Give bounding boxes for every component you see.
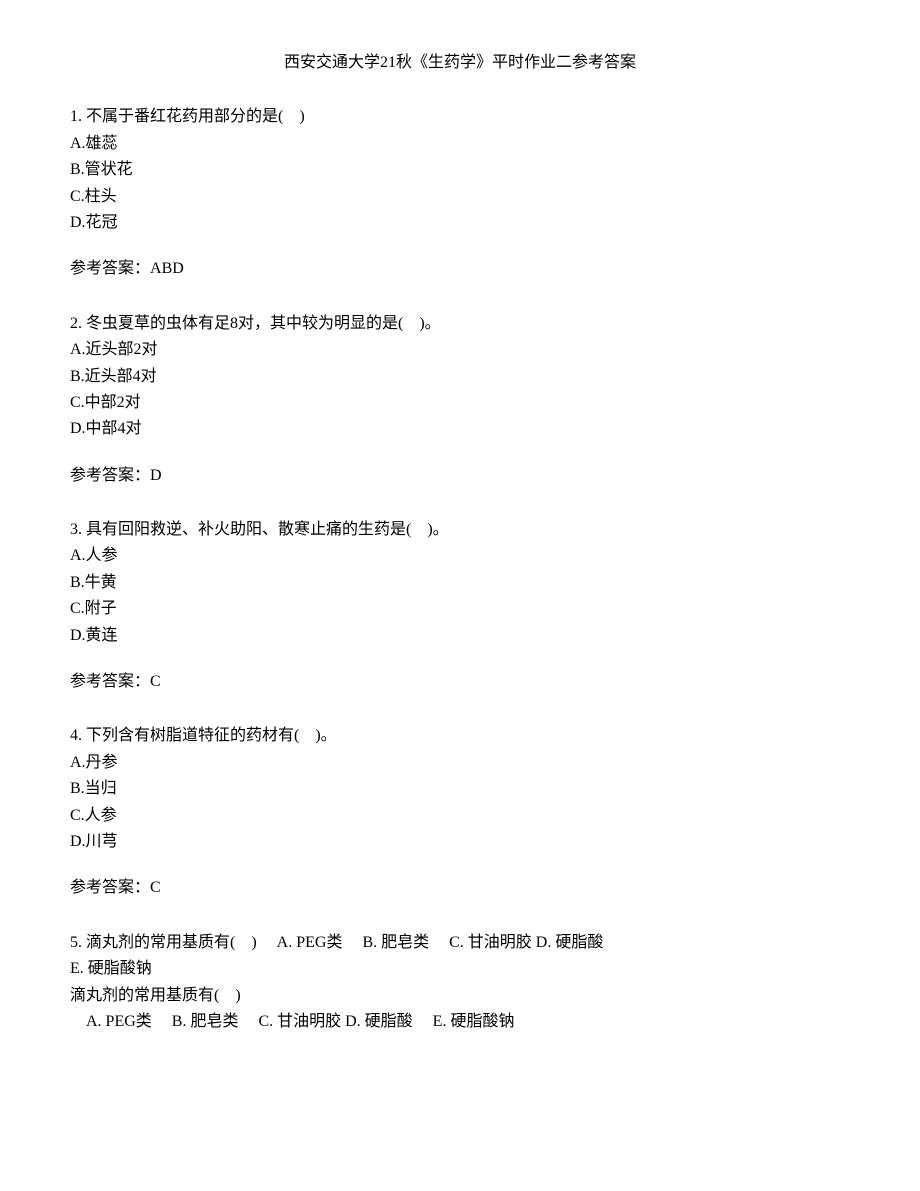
answer-line: 参考答案：D bbox=[70, 463, 850, 489]
question-4: 4. 下列含有树脂道特征的药材有( )。 A.丹参 B.当归 C.人参 D.川芎… bbox=[70, 723, 850, 901]
question-number: 3. bbox=[70, 521, 82, 538]
question-number: 2. bbox=[70, 315, 82, 332]
option-c: C.中部2对 bbox=[70, 390, 850, 416]
answer-label: 参考答案： bbox=[70, 879, 150, 896]
option-b: B.近头部4对 bbox=[70, 364, 850, 390]
answer-value: ABD bbox=[150, 260, 184, 277]
page-title: 西安交通大学21秋《生药学》平时作业二参考答案 bbox=[70, 50, 850, 76]
q5-line4: A. PEG类 B. 肥皂类 C. 甘油明胶 D. 硬脂酸 E. 硬脂酸钠 bbox=[70, 1009, 850, 1035]
option-c: C.人参 bbox=[70, 803, 850, 829]
q5-line3: 滴丸剂的常用基质有( ) bbox=[70, 983, 850, 1009]
option-a: A.近头部2对 bbox=[70, 337, 850, 363]
question-text: 4. 下列含有树脂道特征的药材有( )。 bbox=[70, 723, 850, 749]
answer-line: 参考答案：ABD bbox=[70, 256, 850, 282]
question-text: 1. 不属于番红花药用部分的是( ) bbox=[70, 104, 850, 130]
q5-line1: 5. 滴丸剂的常用基质有( ) A. PEG类 B. 肥皂类 C. 甘油明胶 D… bbox=[70, 930, 850, 956]
question-stem: 不属于番红花药用部分的是( ) bbox=[86, 108, 305, 125]
answer-line: 参考答案：C bbox=[70, 669, 850, 695]
question-stem: 具有回阳救逆、补火助阳、散寒止痛的生药是( )。 bbox=[86, 521, 449, 538]
answer-label: 参考答案： bbox=[70, 260, 150, 277]
option-d: D.黄连 bbox=[70, 623, 850, 649]
option-b: B.牛黄 bbox=[70, 570, 850, 596]
answer-line: 参考答案：C bbox=[70, 875, 850, 901]
option-c: C.柱头 bbox=[70, 184, 850, 210]
question-stem: 冬虫夏草的虫体有足8对，其中较为明显的是( )。 bbox=[86, 315, 441, 332]
option-d: D.中部4对 bbox=[70, 416, 850, 442]
option-a: A.雄蕊 bbox=[70, 131, 850, 157]
answer-value: C bbox=[150, 879, 161, 896]
question-number: 1. bbox=[70, 108, 82, 125]
answer-label: 参考答案： bbox=[70, 467, 150, 484]
question-1: 1. 不属于番红花药用部分的是( ) A.雄蕊 B.管状花 C.柱头 D.花冠 … bbox=[70, 104, 850, 282]
question-3: 3. 具有回阳救逆、补火助阳、散寒止痛的生药是( )。 A.人参 B.牛黄 C.… bbox=[70, 517, 850, 695]
question-5: 5. 滴丸剂的常用基质有( ) A. PEG类 B. 肥皂类 C. 甘油明胶 D… bbox=[70, 930, 850, 1036]
option-d: D.花冠 bbox=[70, 210, 850, 236]
question-number: 4. bbox=[70, 727, 82, 744]
option-b: B.管状花 bbox=[70, 157, 850, 183]
answer-value: D bbox=[150, 467, 162, 484]
option-a: A.人参 bbox=[70, 543, 850, 569]
answer-label: 参考答案： bbox=[70, 673, 150, 690]
option-c: C.附子 bbox=[70, 596, 850, 622]
option-a: A.丹参 bbox=[70, 750, 850, 776]
question-2: 2. 冬虫夏草的虫体有足8对，其中较为明显的是( )。 A.近头部2对 B.近头… bbox=[70, 311, 850, 489]
q5-line2: E. 硬脂酸钠 bbox=[70, 956, 850, 982]
question-text: 2. 冬虫夏草的虫体有足8对，其中较为明显的是( )。 bbox=[70, 311, 850, 337]
question-stem: 下列含有树脂道特征的药材有( )。 bbox=[86, 727, 337, 744]
answer-value: C bbox=[150, 673, 161, 690]
question-text: 3. 具有回阳救逆、补火助阳、散寒止痛的生药是( )。 bbox=[70, 517, 850, 543]
option-b: B.当归 bbox=[70, 776, 850, 802]
option-d: D.川芎 bbox=[70, 829, 850, 855]
